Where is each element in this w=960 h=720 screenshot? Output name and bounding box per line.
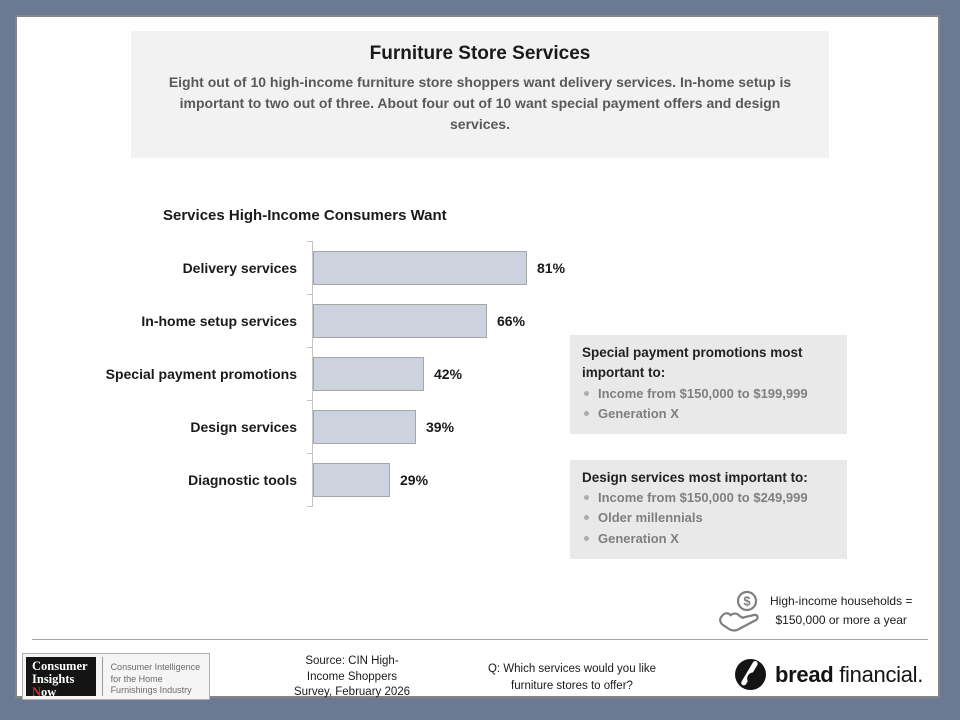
value-label: 81%	[537, 259, 566, 276]
value-label: 42%	[434, 365, 463, 382]
axis-tick	[307, 506, 312, 507]
bar-row: Delivery services 81%	[17, 241, 877, 294]
bar-design-services	[313, 409, 416, 444]
chart-y-axis-line	[312, 241, 313, 507]
category-label: In-home setup services	[141, 312, 297, 329]
callout-design-services: Design services most important to: Incom…	[570, 460, 847, 559]
bullet-dot-icon	[584, 390, 589, 396]
cin-wordmark: Consumer Insights Now	[26, 657, 96, 699]
bullet-dot-icon	[584, 515, 589, 521]
bread-financial-icon	[735, 659, 766, 690]
note-text: High-income households = $150,000 or mor…	[770, 594, 913, 627]
bar-diagnostic-tools	[313, 462, 390, 497]
header-box: Furniture Store Services Eight out of 10…	[131, 31, 829, 158]
bar-special-payment-promotions	[313, 356, 424, 391]
callout-title: Special payment promotions most importan…	[582, 345, 803, 381]
bar-in-home-setup-services	[313, 303, 487, 338]
callout-bullet: Income from $150,000 to $249,999	[582, 488, 835, 508]
callout-bullet: Older millennials	[582, 508, 835, 528]
callout-bullet-text: Income from $150,000 to $249,999	[598, 490, 808, 506]
value-label: 39%	[426, 418, 455, 435]
footer-divider	[32, 639, 928, 640]
logo-divider	[101, 657, 103, 696]
value-label: 66%	[497, 312, 526, 329]
bar-row: Diagnostic tools 29%	[17, 453, 877, 506]
bullet-dot-icon	[584, 495, 589, 501]
callout-bullet: Generation X	[582, 529, 835, 549]
source-note: Source: CIN High- Income Shoppers Survey…	[293, 655, 411, 699]
slide-page: Furniture Store Services Eight out of 10…	[15, 15, 940, 700]
axis-tick	[307, 241, 312, 242]
category-label: Special payment promotions	[105, 365, 297, 382]
category-label: Diagnostic tools	[188, 471, 297, 488]
callout-bullet-text: Income from $150,000 to $199,999	[598, 385, 808, 401]
callout-title: Design services most important to:	[582, 470, 808, 485]
callout-bullet: Income from $150,000 to $199,999	[582, 384, 835, 404]
hand-coin-icon: $	[719, 590, 759, 632]
bread-financial-wordmark: bread financial.	[775, 661, 924, 687]
cin-tagline: Consumer Intelligence for the Home Furni…	[110, 662, 201, 696]
category-label: Delivery services	[182, 259, 297, 276]
callout-bullet: Generation X	[582, 404, 835, 424]
axis-tick	[307, 294, 312, 295]
dollar-sign-glyph: $	[743, 594, 751, 609]
survey-question: Q: Which services would you like furnitu…	[487, 663, 657, 692]
axis-tick	[307, 453, 312, 454]
value-label: 29%	[400, 471, 429, 488]
callout-special-payment: Special payment promotions most importan…	[570, 335, 847, 434]
axis-tick	[307, 400, 312, 401]
bar-row: Design services 39%	[17, 400, 877, 453]
bread-financial-logo: bread financial.	[735, 659, 923, 690]
callout-bullet-text: Generation X	[598, 530, 679, 546]
axis-tick	[307, 347, 312, 348]
chart-title: Services High-Income Consumers Want	[163, 207, 447, 224]
bullet-dot-icon	[584, 535, 589, 541]
bar-row: Special payment promotions 42%	[17, 347, 877, 400]
bar-row: In-home setup services 66%	[17, 294, 877, 347]
bullet-dot-icon	[584, 410, 589, 416]
callout-bullet-text: Generation X	[598, 405, 679, 421]
callout-bullet-text: Older millennials	[598, 510, 703, 526]
page-subtitle: Eight out of 10 high-income furniture st…	[168, 74, 792, 132]
bar-delivery-services	[313, 250, 527, 285]
consumer-insights-now-logo: Consumer Insights Now Consumer Intellige…	[22, 653, 211, 700]
page-title: Furniture Store Services	[369, 43, 591, 64]
category-label: Design services	[190, 418, 297, 435]
definition-note: $ High-income households = $150,000 or m…	[717, 589, 912, 633]
